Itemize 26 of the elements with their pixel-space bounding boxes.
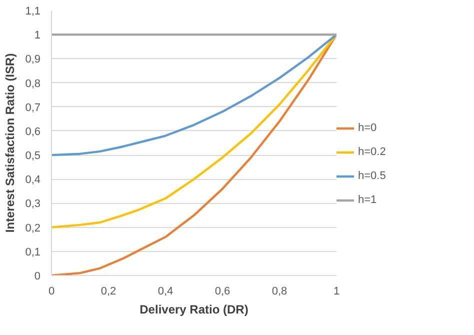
y-tick-label: 0,4 bbox=[25, 174, 41, 186]
x-tick-label: 0,8 bbox=[272, 286, 288, 298]
x-tick-label: 0 bbox=[48, 286, 55, 298]
x-tick-label: 0,2 bbox=[100, 286, 116, 298]
line-series bbox=[52, 33, 336, 156]
y-axis-title: Interest Satisfaction Ratio (ISR) bbox=[3, 53, 18, 233]
legend-label: h=0.2 bbox=[358, 146, 386, 158]
y-tick-label: 0,7 bbox=[25, 102, 41, 114]
y-tick-label: 0 bbox=[34, 270, 41, 282]
x-tick-label: 0,6 bbox=[214, 286, 230, 298]
x-axis-title: Delivery Ratio (DR) bbox=[140, 302, 248, 316]
x-tick-label: 0,4 bbox=[158, 286, 174, 298]
y-tick-label: 0,5 bbox=[25, 150, 41, 162]
line-series bbox=[52, 33, 336, 228]
y-tick-label: 0,2 bbox=[25, 222, 41, 234]
x-tick-label: 1 bbox=[333, 286, 340, 298]
y-tick-label: 0,1 bbox=[25, 246, 41, 258]
legend-label: h=1 bbox=[358, 194, 378, 206]
legend-label: h=0 bbox=[358, 122, 378, 134]
y-tick-label: 1 bbox=[34, 30, 41, 42]
y-tick-label: 0,8 bbox=[25, 78, 41, 90]
y-tick-label: 0,9 bbox=[25, 54, 41, 66]
legend-label: h=0.5 bbox=[358, 170, 386, 182]
y-tick-label: 1,1 bbox=[25, 6, 41, 18]
y-tick-label: 0,3 bbox=[25, 198, 41, 210]
y-tick-label: 0,6 bbox=[25, 126, 41, 138]
